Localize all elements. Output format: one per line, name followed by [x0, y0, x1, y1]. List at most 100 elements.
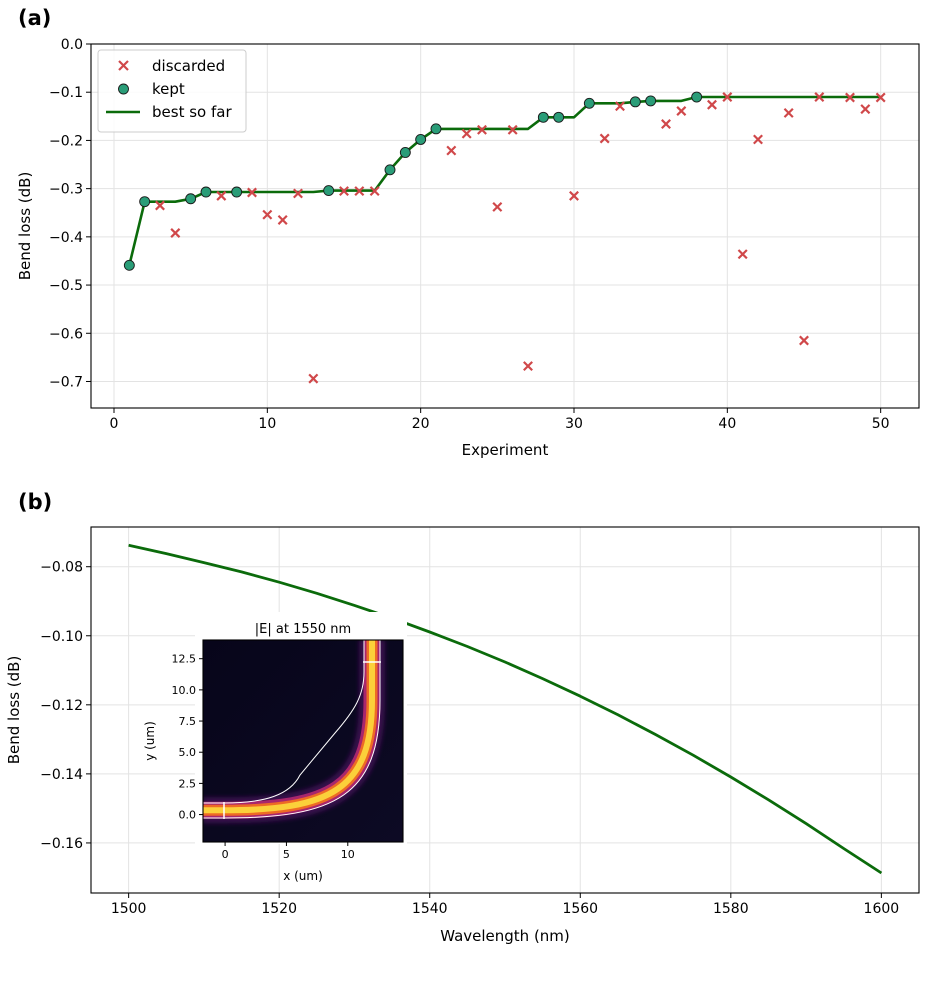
discarded-point: [477, 124, 487, 135]
discarded-point-stroke: [170, 228, 181, 238]
panel-a-frame: [90, 43, 920, 409]
y-tick-label: 0.0: [61, 37, 83, 53]
y-tick-label: −0.12: [40, 698, 83, 714]
panel-b-ylabel: Bend loss (dB): [5, 656, 23, 765]
y-tick-label: −0.10: [40, 629, 83, 645]
legend-discarded-label: discarded: [152, 57, 225, 75]
discarded-point-stroke: [446, 145, 457, 156]
panel-b-ticks: 1500 1520 1540 1560 1580 1600 −0.08 −0.10 −0.12 −…: [40, 560, 899, 917]
discarded-point: [492, 201, 503, 212]
best-so-far-line: [128, 95, 881, 266]
discarded-point: [875, 92, 886, 103]
discarded-point-stroke: [477, 124, 487, 135]
x-tick-label: 0: [110, 416, 119, 432]
legend-kept-marker: [118, 83, 129, 95]
discarded-point: [753, 134, 763, 145]
discarded-point-stroke: [737, 249, 748, 260]
discarded-point-stroke: [569, 190, 579, 201]
panel-a-grid: [91, 43, 919, 408]
panel-a-ylabel: Bend loss (dB): [16, 172, 34, 281]
x-tick-label: 40: [718, 416, 736, 432]
inset-y-tick-label: 2.5: [179, 777, 197, 790]
y-tick-label: −0.2: [49, 133, 83, 149]
discarded-point-stroke: [461, 128, 472, 139]
kept-point: [231, 186, 243, 198]
discarded-point-stroke: [661, 119, 671, 130]
y-tick-label: −0.3: [49, 182, 83, 198]
y-tick-label: −0.7: [49, 374, 83, 390]
discarded-point-stroke: [339, 186, 349, 197]
kept-point: [399, 147, 411, 158]
y-tick-label: −0.16: [40, 836, 83, 852]
discarded-point: [262, 209, 273, 220]
discarded-point-stroke: [507, 124, 518, 135]
x-tick-label: 20: [412, 416, 430, 432]
discarded-point-stroke: [722, 92, 733, 103]
waveguide-outer-boundary: [203, 640, 381, 819]
discarded-point: [293, 188, 303, 199]
discarded-point-stroke: [599, 133, 610, 144]
inset-x-tick-label: 5: [283, 848, 290, 861]
discarded-point: [661, 119, 671, 130]
discarded-point: [799, 335, 809, 346]
discarded-point-stroke: [216, 190, 227, 201]
inset-y-tick-label: 5.0: [179, 746, 197, 759]
waveguide-field-core: [203, 640, 375, 814]
discarded-point: [722, 92, 733, 103]
discarded-point: [216, 190, 227, 201]
inset-ticks: 0 5 10 0.0 2.5 5.0 7.5 10.0 12.5: [172, 653, 355, 861]
x-tick-label: 1500: [111, 901, 147, 917]
discarded-point-stroke: [354, 186, 365, 197]
discarded-point-stroke: [293, 188, 303, 199]
discarded-point: [814, 92, 825, 103]
discarded-point: [277, 214, 288, 225]
discarded-point: [339, 186, 349, 197]
kept-point: [553, 111, 565, 123]
kept-point: [123, 259, 135, 271]
legend-best-label: best so far: [152, 103, 232, 121]
discarded-point-stroke: [492, 201, 503, 212]
panel-a-plot-area: [123, 91, 886, 384]
y-tick-label: −0.08: [40, 560, 83, 576]
panel-a-bend-loss-vs-experiment: (a) 0 10 20 30 40 50 0.0 −0.1 −0.2 −0.3 −0.4 −0.5 −0…: [16, 6, 920, 459]
inset-heatmap: [203, 640, 403, 842]
discarded-point-stroke: [799, 335, 809, 346]
discarded-point: [247, 187, 257, 198]
panel-b-bend-loss-vs-wavelength: (b) 1500 1520 1540 1560 1580 1600 −0.08 −0.10 −0…: [5, 490, 920, 945]
discarded-point-stroke: [615, 101, 625, 112]
discarded-point: [707, 99, 717, 110]
bend-loss-spectrum-line: [128, 543, 883, 875]
inset-ylabel: y (um): [143, 721, 157, 761]
inset-y-tick-label: 0.0: [179, 809, 197, 822]
discarded-point-stroke: [247, 187, 257, 198]
discarded-point: [676, 106, 687, 116]
discarded-point-stroke: [676, 106, 687, 116]
waveguide-inner-boundary: [203, 640, 365, 804]
discarded-point: [737, 249, 748, 260]
discarded-point: [170, 228, 181, 238]
kept-point: [200, 186, 212, 198]
inset-y-tick-label: 10.0: [172, 684, 197, 697]
discarded-point: [507, 124, 518, 135]
discarded-point: [860, 104, 871, 115]
discarded-point-stroke: [707, 99, 717, 110]
panel-b-xlabel: Wavelength (nm): [440, 927, 570, 945]
discarded-point-stroke: [860, 104, 871, 115]
kept-point: [629, 96, 641, 108]
x-tick-label: 30: [565, 416, 583, 432]
panel-b-frame: [90, 526, 920, 894]
discarded-point-stroke: [262, 209, 273, 220]
discarded-point: [845, 92, 855, 103]
discarded-point: [369, 186, 380, 197]
x-tick-label: 50: [872, 416, 890, 432]
discarded-point: [783, 107, 794, 118]
discarded-point-stroke: [783, 107, 794, 118]
x-tick-label: 1520: [261, 901, 297, 917]
kept-point: [537, 111, 549, 123]
discarded-point: [308, 373, 319, 384]
discarded-point: [446, 145, 457, 156]
discarded-point: [599, 133, 610, 144]
discarded-point: [155, 200, 165, 211]
panel-b-plot-area: [128, 543, 883, 875]
